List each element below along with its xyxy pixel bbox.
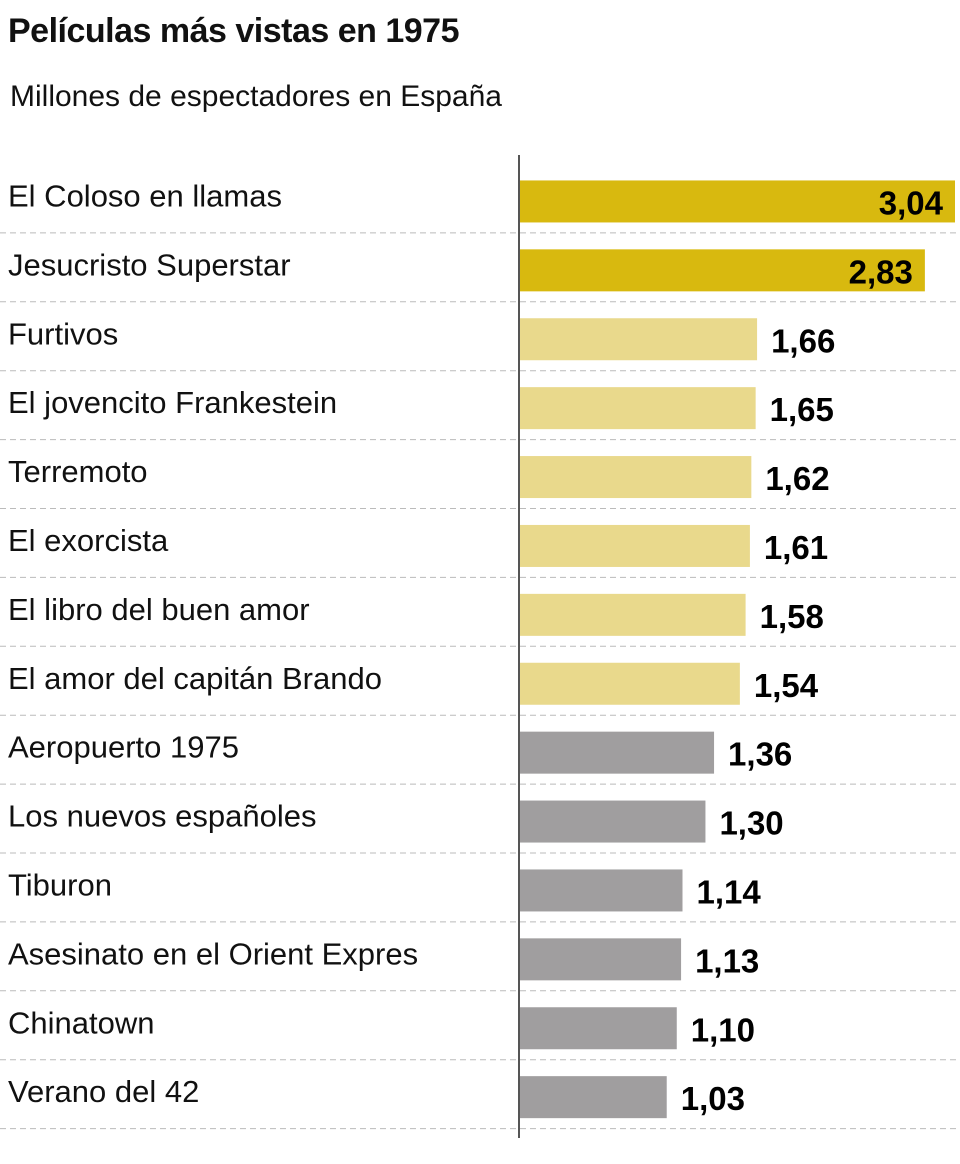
category-label: Verano del 42 [8,1074,199,1109]
bar [519,524,750,567]
category-label: Chinatown [8,1005,154,1040]
bar [519,387,756,430]
category-label: Jesucristo Superstar [8,247,291,282]
category-label: Aeropuerto 1975 [8,730,239,765]
category-label: El libro del buen amor [8,592,310,627]
value-label: 2,83 [849,253,913,290]
category-label: Terremoto [8,454,148,489]
value-label: 1,58 [760,598,824,635]
category-label: Los nuevos españoles [8,799,317,834]
value-label: 1,66 [771,322,835,359]
value-label: 3,04 [879,184,944,221]
bar [519,1076,667,1119]
value-label: 1,13 [695,942,759,979]
chart-subtitle: Millones de espectadores en España [10,80,502,113]
category-label: El jovencito Frankestein [8,385,337,420]
value-label: 1,65 [770,391,834,428]
value-label: 1,14 [697,873,762,910]
category-label: Tiburon [8,867,112,902]
value-label: 1,30 [719,805,783,842]
bar [519,249,925,292]
value-label: 1,61 [764,529,828,566]
bar [519,938,682,981]
bar [519,869,683,912]
category-label: El exorcista [8,523,169,558]
value-label: 1,54 [754,667,819,704]
chart-title: Películas más vistas en 1975 [8,12,459,50]
category-label: El Coloso en llamas [8,178,282,213]
value-label: 1,62 [765,460,829,497]
bar [519,800,706,843]
bar [519,1007,677,1050]
category-label: El amor del capitán Brando [8,661,382,696]
value-label: 1,03 [681,1080,745,1117]
category-label: Furtivos [8,316,118,351]
bar [519,731,715,774]
bar [519,662,740,705]
value-label: 1,36 [728,736,792,773]
bar [519,180,955,223]
category-label: Asesinato en el Orient Expres [8,936,418,971]
bar [519,456,752,499]
value-label: 1,10 [691,1011,755,1048]
bar [519,318,758,361]
bar [519,593,746,636]
